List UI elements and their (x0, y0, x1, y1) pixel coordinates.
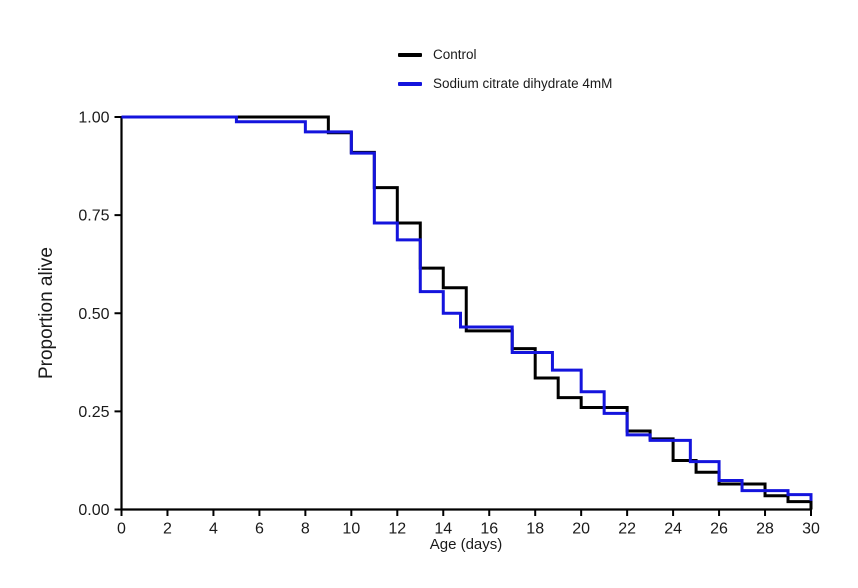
x-tick-label: 22 (618, 521, 636, 538)
x-tick-label: 8 (301, 521, 310, 538)
series-group (121, 115, 813, 510)
y-tick-label: 0.75 (78, 208, 109, 225)
sodium-citrate-line-swatch-icon (398, 82, 422, 86)
x-tick-label: 6 (255, 521, 264, 538)
legend: Control Sodium citrate dihydrate 4mM (398, 48, 612, 106)
x-tick-label: 28 (756, 521, 774, 538)
y-tick-label: 1.00 (78, 110, 109, 127)
x-axis-ticks: 0 2 4 6 8 10 12 14 16 18 20 22 24 26 28 30 (117, 509, 820, 538)
y-tick-label: 0.25 (78, 404, 109, 421)
y-tick-label: 0.50 (78, 306, 109, 323)
y-axis-ticks: 1.00 0.75 0.50 0.25 0.00 (78, 110, 122, 519)
series-path-control (121, 115, 813, 510)
y-tick-label: 0.00 (78, 502, 109, 519)
x-tick-label: 20 (572, 521, 590, 538)
legend-item-control: Control (398, 48, 612, 62)
x-tick-label: 0 (117, 521, 126, 538)
x-tick-label: 2 (163, 521, 172, 538)
x-tick-label: 24 (664, 521, 682, 538)
x-tick-label: 26 (710, 521, 728, 538)
control-line-swatch-icon (398, 53, 422, 57)
x-tick-label: 16 (480, 521, 498, 538)
x-tick-label: 4 (209, 521, 218, 538)
series-path-sodium-citrate-dihydrate-4mm (121, 115, 813, 501)
legend-label-control: Control (433, 47, 477, 62)
x-tick-label: 18 (526, 521, 544, 538)
x-axis-title: Age (days) (430, 536, 503, 553)
x-tick-label: 12 (388, 521, 406, 538)
legend-item-sodium-citrate: Sodium citrate dihydrate 4mM (398, 77, 612, 91)
x-tick-label: 30 (802, 521, 820, 538)
legend-label-sodium-citrate: Sodium citrate dihydrate 4mM (433, 76, 613, 91)
y-axis-title: Proportion alive (36, 247, 57, 379)
x-tick-label: 14 (434, 521, 452, 538)
x-tick-label: 10 (342, 521, 360, 538)
